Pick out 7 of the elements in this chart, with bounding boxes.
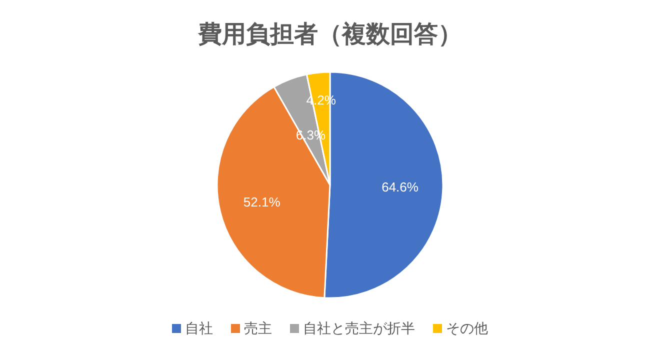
legend-label: 売主	[244, 320, 272, 336]
data-label: 64.6%	[382, 180, 419, 195]
legend-label: 自社と売主が折半	[303, 320, 415, 336]
data-label: 52.1%	[243, 194, 281, 210]
chart-title: 費用負担者（複数回答）	[197, 21, 462, 48]
legend-label: 自社	[185, 320, 213, 336]
legend-label: その他	[446, 320, 488, 336]
